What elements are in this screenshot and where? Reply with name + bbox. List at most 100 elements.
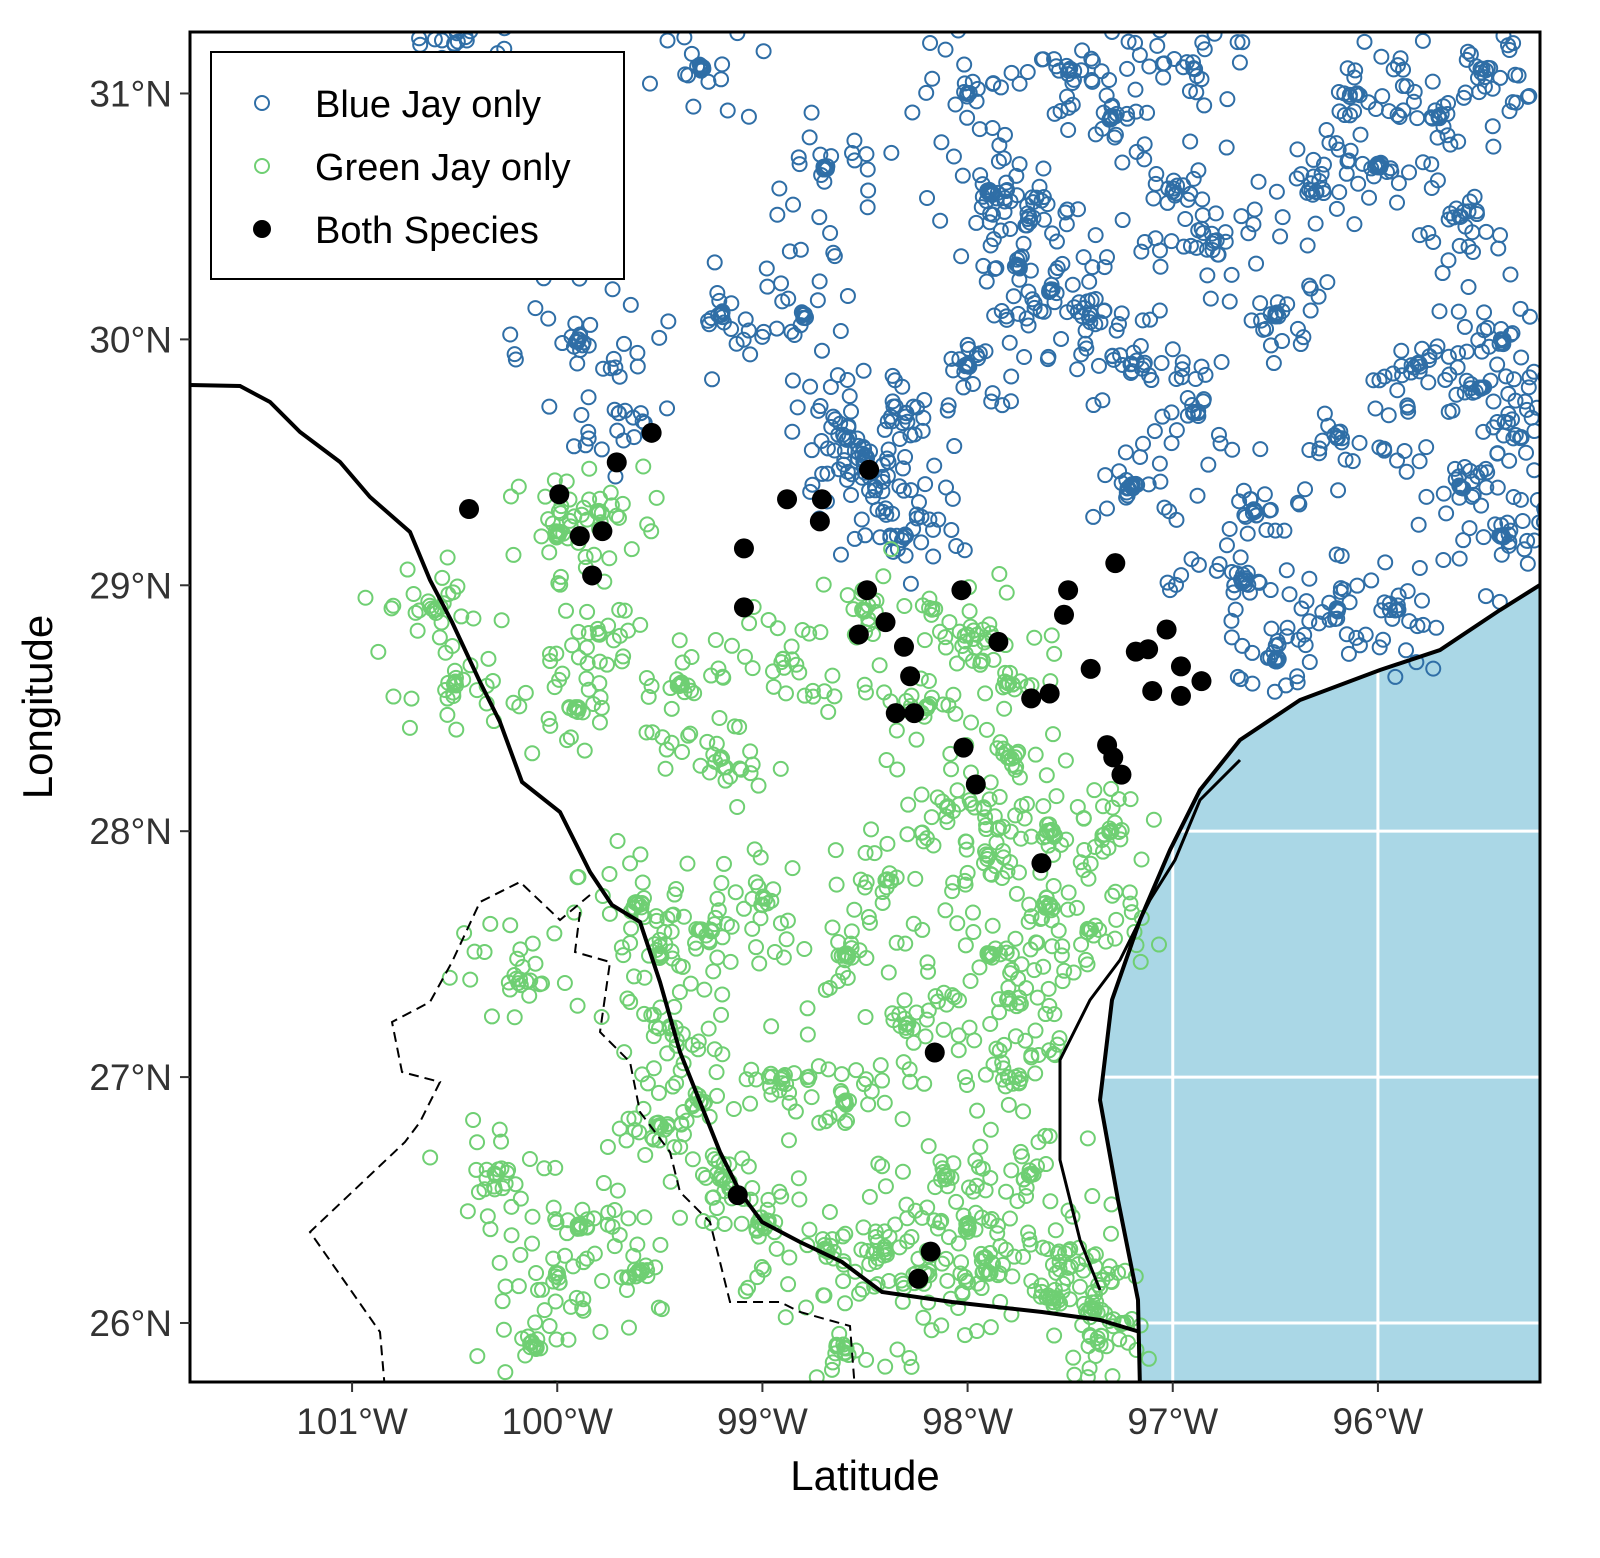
blue-jay-point	[1420, 224, 1437, 241]
green-jay-point	[1021, 1231, 1038, 1248]
blue-jay-point	[1141, 58, 1158, 75]
green-jay-point	[439, 549, 456, 566]
x-tick-label: 99°W	[717, 1401, 808, 1442]
blue-jay-point	[823, 418, 840, 435]
x-axis-title: Latitude	[790, 1452, 939, 1499]
blue-jay-point	[774, 293, 791, 310]
green-jay-point	[848, 1062, 865, 1079]
blue-jay-point	[1217, 233, 1234, 250]
blue-jay-point	[983, 184, 1000, 201]
green-jay-point	[690, 1033, 707, 1050]
blue-jay-point	[1315, 156, 1332, 173]
green-jay-point	[863, 1083, 880, 1100]
blue-jay-point	[924, 70, 941, 87]
state-border-dashed-2	[573, 911, 856, 1382]
blue-jay-point	[580, 430, 597, 447]
green-jay-point	[1094, 827, 1111, 844]
blue-jay-point	[1075, 249, 1092, 266]
blue-jay-point	[1119, 480, 1136, 497]
blue-jay-point	[1450, 303, 1467, 320]
green-jay-point	[1030, 1047, 1047, 1064]
blue-jay-point	[1401, 613, 1418, 630]
green-jay-point	[570, 699, 587, 716]
blue-jay-point	[1268, 183, 1285, 200]
green-jay-point	[876, 684, 893, 701]
green-jay-point	[611, 627, 628, 644]
blue-jay-point	[1411, 453, 1428, 470]
blue-jay-point	[878, 506, 895, 523]
both-species-point	[920, 1241, 941, 1262]
green-jay-point	[671, 632, 688, 649]
green-jay-point	[920, 963, 937, 980]
green-jay-point	[837, 1295, 854, 1312]
green-jay-point	[1081, 1360, 1098, 1377]
green-jay-point	[889, 1341, 906, 1358]
y-tick-label: 31°N	[89, 73, 172, 114]
green-jay-point	[399, 561, 416, 578]
green-jay-point	[984, 917, 1001, 934]
blue-jay-point	[1295, 329, 1312, 346]
green-jay-point	[877, 1358, 894, 1375]
green-jay-point	[586, 1245, 603, 1262]
green-jay-point	[591, 626, 608, 643]
green-jay-point	[1023, 1273, 1040, 1290]
blue-jay-point	[998, 311, 1015, 328]
blue-jay-point	[860, 182, 877, 199]
green-jay-point	[895, 1054, 912, 1071]
blue-jay-point	[1081, 273, 1098, 290]
green-jay-point	[957, 876, 974, 893]
green-jay-point	[722, 953, 739, 970]
coastline	[1097, 583, 1540, 1382]
green-jay-point	[1079, 1369, 1096, 1382]
blue-jay-point	[859, 161, 876, 178]
blue-jay-point	[1505, 488, 1522, 505]
green-jay-point	[964, 904, 981, 921]
green-jay-point	[634, 874, 651, 891]
green-jay-point	[1065, 964, 1082, 981]
blue-jay-point	[826, 248, 843, 265]
blue-jay-point	[1458, 343, 1475, 360]
blue-jay-point	[1188, 84, 1205, 101]
green-jay-point	[929, 1220, 946, 1237]
blue-jay-point	[1193, 220, 1210, 237]
green-jay-point	[490, 1161, 507, 1178]
blue-jay-point	[1272, 228, 1289, 245]
blue-jay-point	[1479, 59, 1496, 76]
both-species-point	[953, 737, 974, 758]
green-jay-point	[908, 731, 925, 748]
blue-jay-point	[1229, 668, 1246, 685]
blue-jay-point	[1239, 564, 1256, 581]
green-jay-point	[1001, 1210, 1018, 1227]
green-jay-point	[874, 884, 891, 901]
green-jay-point	[982, 1319, 999, 1336]
green-jay-point	[1002, 823, 1019, 840]
legend-green-jay-label: Green Jay only	[315, 147, 571, 189]
green-jay-point	[991, 565, 1008, 582]
green-jay-point	[748, 939, 765, 956]
green-jay-point	[1022, 941, 1039, 958]
green-jay-point	[1145, 811, 1162, 828]
blue-jay-point	[1396, 442, 1413, 459]
green-jay-point	[633, 895, 650, 912]
blue-jay-point	[1152, 258, 1169, 275]
blue-jay-point	[1489, 479, 1506, 496]
blue-jay-point	[1389, 452, 1406, 469]
green-jay-point	[968, 1323, 985, 1340]
green-jay-point	[1044, 938, 1061, 955]
green-jay-point	[934, 1255, 951, 1272]
blue-jay-point	[1071, 294, 1088, 311]
green-jay-point	[422, 1149, 439, 1166]
green-jay-point	[1012, 1143, 1029, 1160]
green-jay-point	[573, 506, 590, 523]
green-jay-point	[899, 826, 916, 843]
green-jay-point	[880, 964, 897, 981]
blue-jay-point	[1521, 369, 1538, 386]
green-jay-point	[765, 663, 782, 680]
blue-jay-point	[1409, 110, 1426, 127]
both-species-point	[777, 489, 798, 510]
blue-jay-point	[1389, 107, 1406, 124]
green-jay-point	[927, 988, 944, 1005]
blue-jay-point	[1406, 83, 1423, 100]
green-jay-point	[611, 1120, 628, 1137]
blue-jay-point	[1143, 372, 1160, 389]
